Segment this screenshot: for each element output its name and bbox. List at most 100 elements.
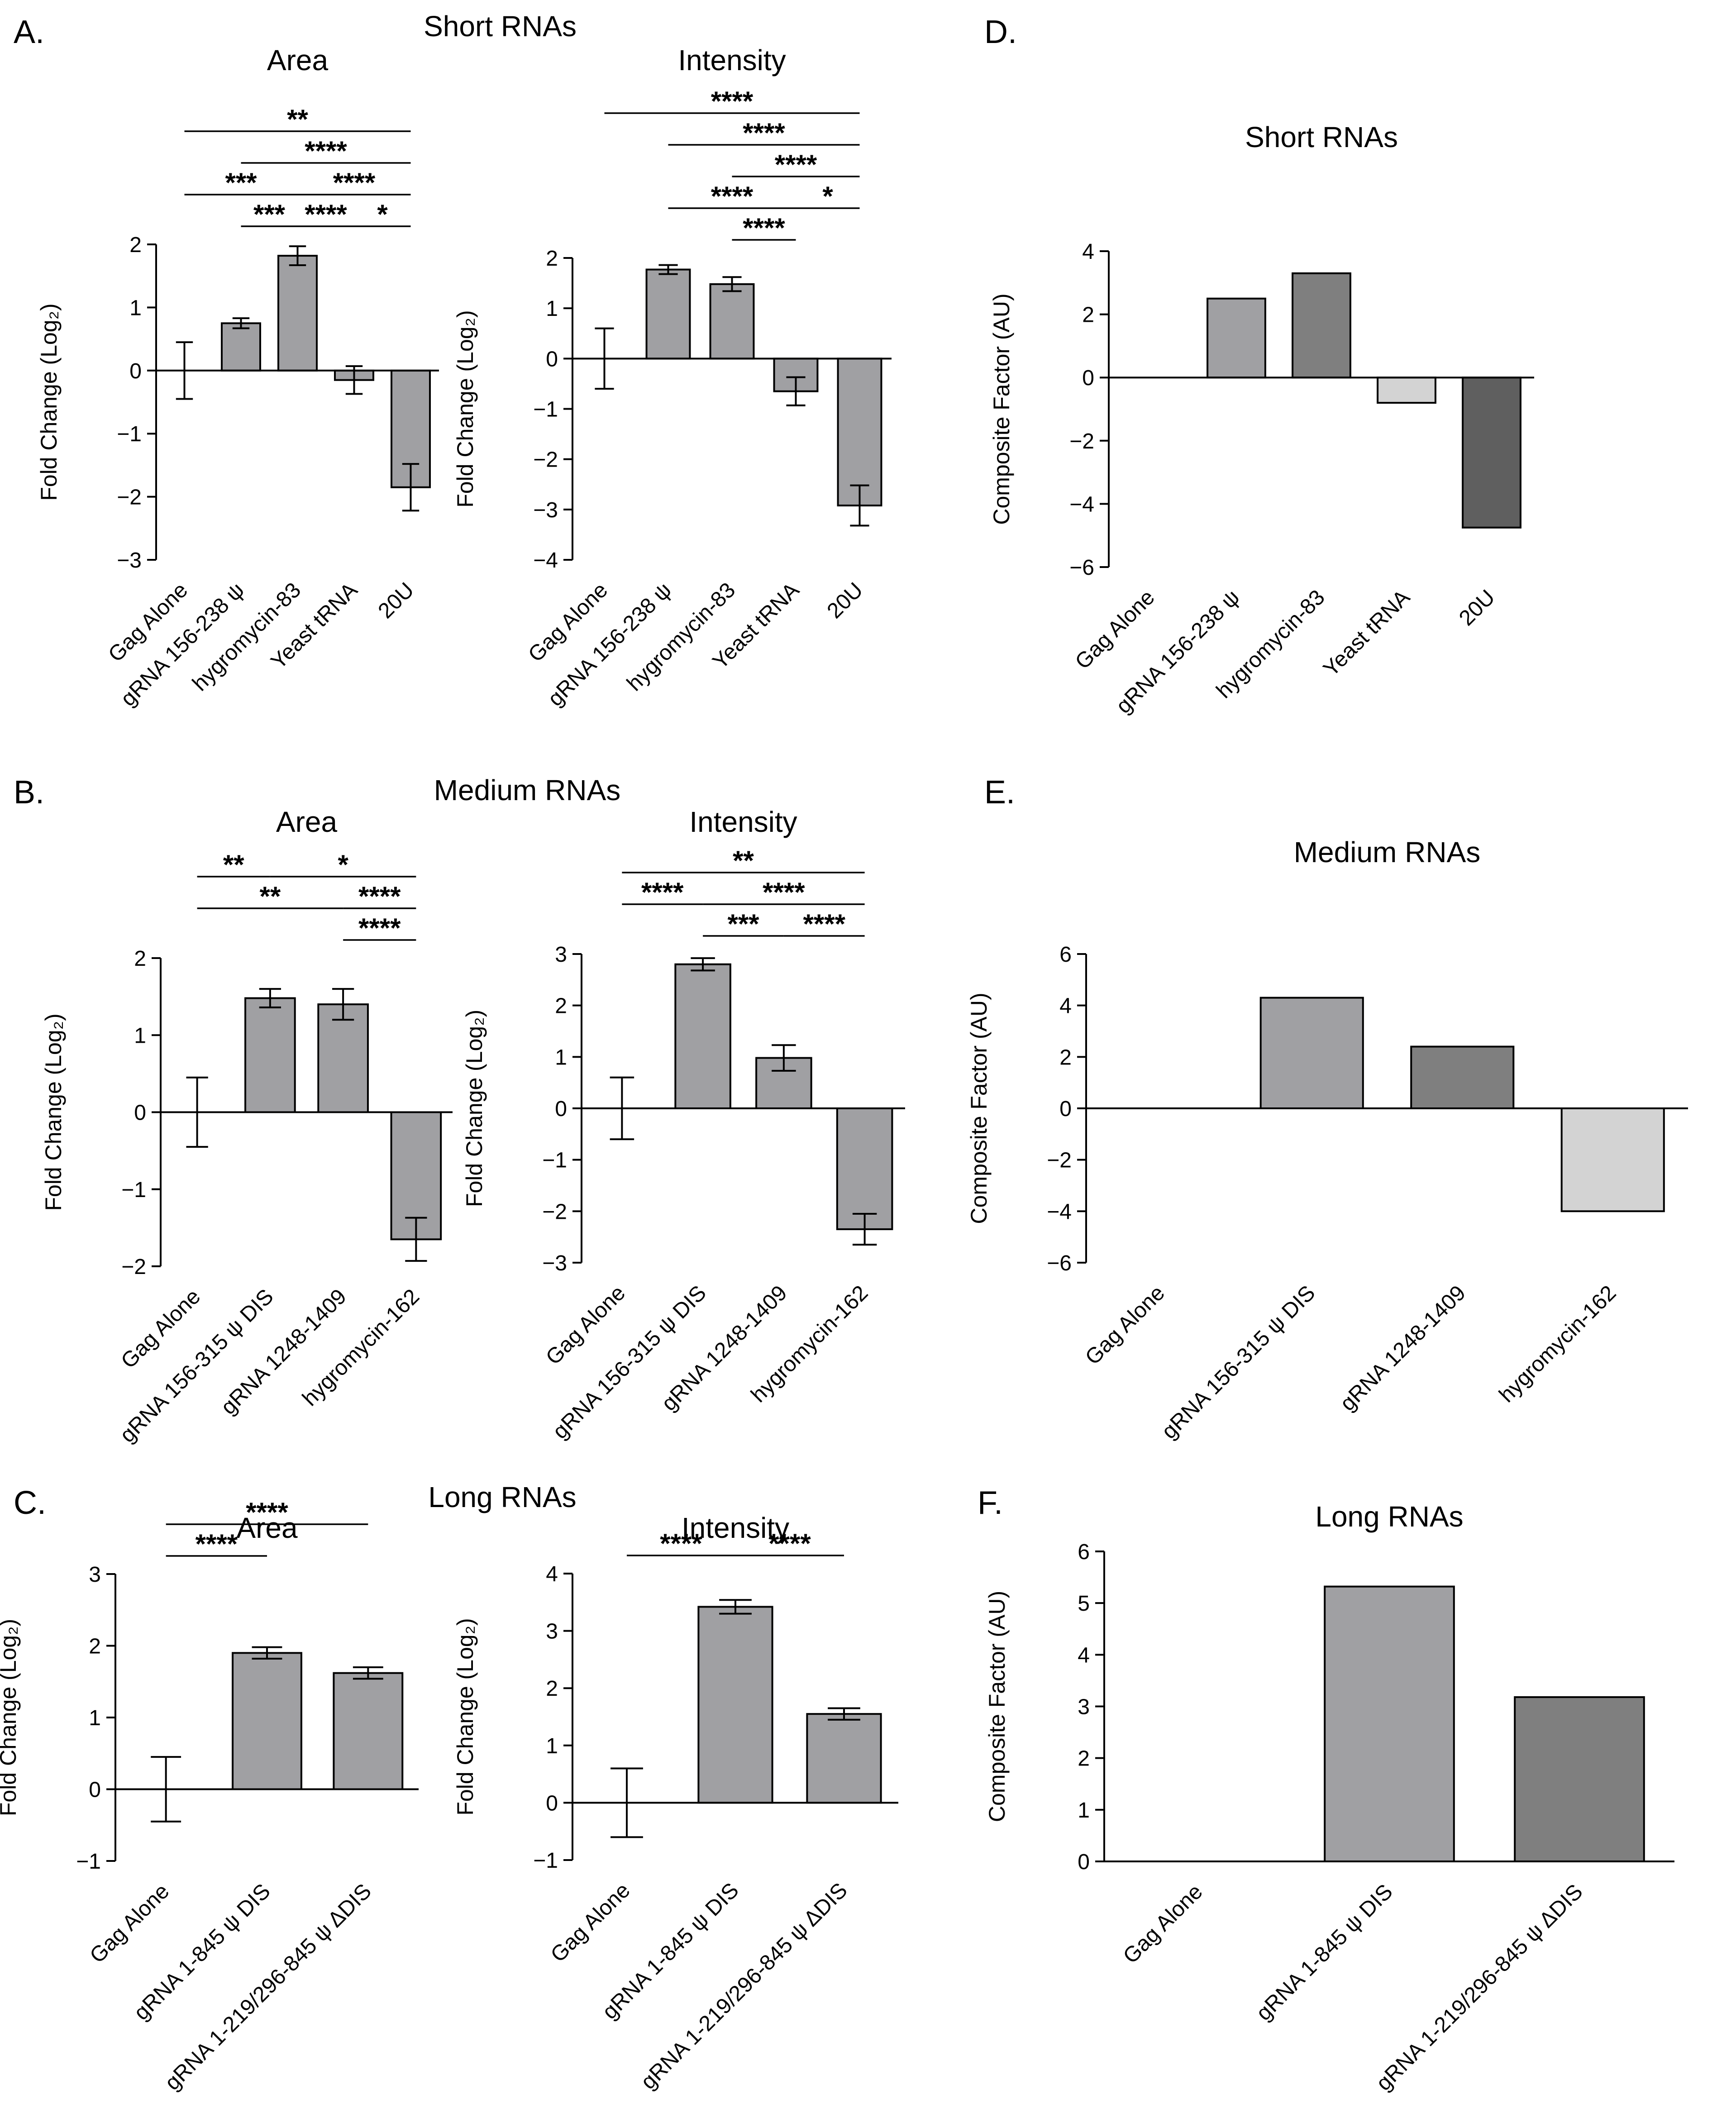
bar xyxy=(1377,377,1436,404)
significance-label: **** xyxy=(358,881,401,911)
panel-label-c: C. xyxy=(14,1485,46,1521)
y-tick-label: −1 xyxy=(542,1149,567,1173)
y-tick-label: 4 xyxy=(1082,240,1094,264)
y-tick-label: 0 xyxy=(1059,1097,1072,1121)
x-tick-label: gRNA 156-315 ψ DIS xyxy=(548,1281,711,1444)
bar xyxy=(244,997,296,1113)
significance-label: **** xyxy=(763,877,805,907)
y-tick-label: 0 xyxy=(1078,1850,1090,1874)
y-axis-label: Fold Change (Log₂) xyxy=(0,1619,21,1816)
y-tick-label: −4 xyxy=(533,549,558,572)
group-title-medium: Medium RNAs xyxy=(434,774,621,806)
chart-title: Intensity xyxy=(689,806,797,838)
chart-c-area: Area −1 0 1 2 3 Fold Change (Log₂) Gag AlonegRN… xyxy=(0,1497,419,2095)
y-tick-label: −3 xyxy=(117,549,142,572)
bar xyxy=(1462,377,1521,529)
y-tick-label: −1 xyxy=(121,1178,146,1202)
y-tick-label: −1 xyxy=(117,422,142,446)
bar xyxy=(697,1606,773,1804)
y-tick-label: 1 xyxy=(546,1734,558,1758)
y-tick-label: −2 xyxy=(533,448,558,472)
y-tick-label: 4 xyxy=(1059,994,1072,1018)
significance-label: **** xyxy=(775,149,817,180)
y-tick-label: 1 xyxy=(1078,1799,1090,1822)
bar xyxy=(232,1652,302,1790)
y-tick-label: −6 xyxy=(1047,1251,1072,1275)
significance-label: *** xyxy=(225,167,257,198)
y-tick-label: 4 xyxy=(1078,1643,1090,1667)
panel-label-a: A. xyxy=(14,14,44,50)
y-tick-label: 0 xyxy=(134,1101,146,1125)
y-axis-label: Fold Change (Log₂) xyxy=(453,310,478,507)
x-tick-label: gRNA 1-845 ψ DIS xyxy=(1252,1880,1397,2025)
y-axis-label: Fold Change (Log₂) xyxy=(462,1010,487,1207)
x-tick-label: gRNA 1-219/296-845 ψ ΔDIS xyxy=(636,1878,852,2094)
x-tick-label: Gag Alone xyxy=(1119,1880,1207,1968)
x-tick-label: hygromycin-162 xyxy=(1495,1281,1621,1407)
chart-title: Medium RNAs xyxy=(1294,836,1481,868)
significance-label: **** xyxy=(743,118,785,148)
group-title-short: Short RNAs xyxy=(424,10,577,43)
y-axis-label: Fold Change (Log₂) xyxy=(36,303,62,501)
y-tick-label: −2 xyxy=(117,486,142,510)
y-tick-label: 2 xyxy=(1078,1747,1090,1771)
significance-label: *** xyxy=(727,909,759,939)
significance-label: * xyxy=(377,199,388,229)
y-tick-label: −1 xyxy=(76,1850,101,1874)
y-tick-label: −2 xyxy=(542,1200,567,1224)
y-tick-label: 3 xyxy=(555,943,567,967)
y-axis-label: Fold Change (Log₂) xyxy=(41,1013,66,1211)
significance-label: **** xyxy=(743,213,785,243)
bar xyxy=(837,358,882,506)
significance-label: ** xyxy=(260,881,281,911)
y-axis-label: Composite Factor (AU) xyxy=(966,992,992,1224)
chart-title: Area xyxy=(267,44,329,76)
significance-label: **** xyxy=(803,909,846,939)
y-tick-label: 1 xyxy=(129,296,142,320)
x-tick-label: Gag Alone xyxy=(85,1879,174,1968)
y-tick-label: 2 xyxy=(555,994,567,1018)
significance-label: **** xyxy=(641,877,684,907)
y-tick-label: 6 xyxy=(1059,943,1072,967)
significance-label: **** xyxy=(305,136,347,166)
y-tick-label: −6 xyxy=(1069,556,1094,580)
chart-c-intensity: Intensity −1 0 1 2 3 4 Fold Change (Log₂) Gag Al… xyxy=(453,1512,898,2094)
bar xyxy=(1292,272,1351,379)
significance-label: **** xyxy=(768,1528,811,1559)
y-tick-label: 1 xyxy=(555,1045,567,1069)
y-axis-label: Composite Factor (AU) xyxy=(989,293,1014,525)
y-tick-label: 1 xyxy=(89,1706,101,1730)
chart-title: Area xyxy=(236,1512,298,1544)
significance-label: **** xyxy=(711,181,754,211)
y-axis-label: Composite Factor (AU) xyxy=(984,1591,1010,1822)
x-tick-label: gRNA 1-219/296-845 ψ ΔDIS xyxy=(1372,1880,1588,2095)
x-tick-label: hygromycin-83 xyxy=(622,578,740,696)
y-tick-label: 3 xyxy=(1078,1695,1090,1719)
x-tick-label: 20U xyxy=(1455,585,1500,630)
bar xyxy=(1259,997,1364,1110)
y-tick-label: −2 xyxy=(121,1255,146,1279)
chart-title: Intensity xyxy=(678,44,786,76)
panel-label-e: E. xyxy=(984,774,1015,811)
y-tick-label: −4 xyxy=(1047,1200,1072,1224)
y-tick-label: 6 xyxy=(1078,1540,1090,1564)
y-tick-label: 3 xyxy=(89,1563,101,1587)
significance-label: * xyxy=(822,181,833,211)
x-tick-label: Gag Alone xyxy=(541,1281,630,1369)
bar xyxy=(709,283,755,360)
significance-label: *** xyxy=(253,199,286,229)
bar xyxy=(806,1713,882,1804)
y-tick-label: −3 xyxy=(542,1251,567,1275)
significance-label: **** xyxy=(305,199,347,229)
bar xyxy=(1560,1107,1665,1212)
y-tick-label: 1 xyxy=(134,1024,146,1048)
bar xyxy=(674,963,731,1110)
y-tick-label: 0 xyxy=(546,1791,558,1815)
significance-label: ** xyxy=(287,104,308,134)
y-tick-label: 2 xyxy=(546,247,558,271)
bar xyxy=(277,255,318,372)
chart-title: Long RNAs xyxy=(1315,1500,1463,1533)
